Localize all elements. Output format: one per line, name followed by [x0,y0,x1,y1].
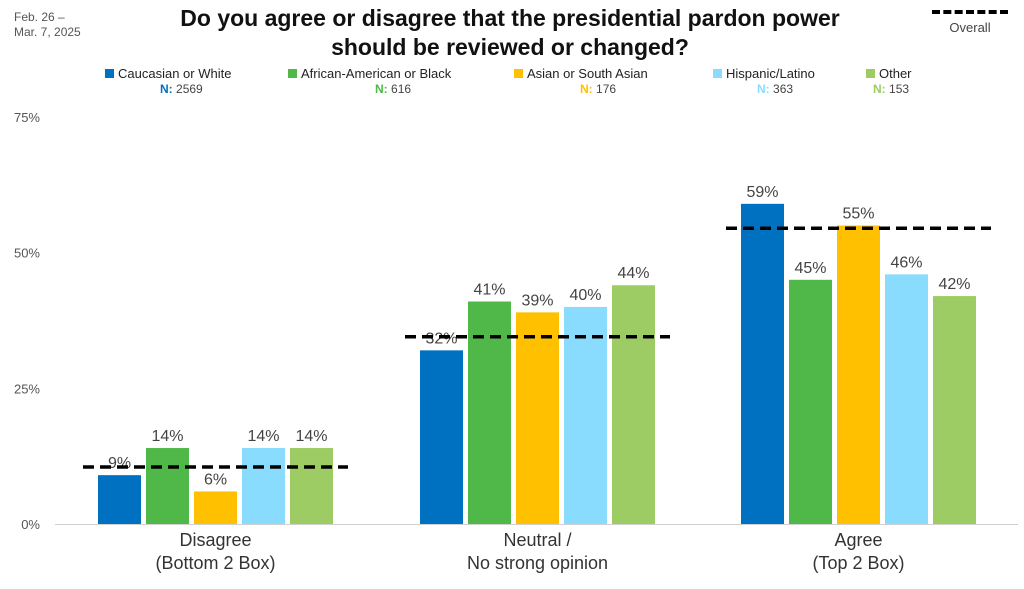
n-count-hispanic: N: 363 [757,82,793,96]
category-label: Disagree [179,530,251,550]
n-value-asian: 176 [596,82,617,96]
n-count-caucasian: N: 2569 [160,82,203,96]
bar-value-label: 55% [842,206,874,223]
n-prefix-asian: N: [580,82,593,96]
n-value-hispanic: 363 [773,82,794,96]
bar-value-label: 6% [204,471,227,488]
n-prefix-caucasian: N: [160,82,173,96]
category-label: (Bottom 2 Box) [155,553,275,573]
overall-dashed-line-swatch [932,10,1008,14]
legend-item-other: Other [866,66,912,81]
bar-value-label: 41% [473,282,505,299]
date-line-end: Mar. 7, 2025 [14,25,81,39]
legend-swatch-hispanic [713,69,722,78]
bar-value-label: 42% [938,276,970,293]
overall-legend-label: Overall [949,20,991,35]
n-value-african-american: 616 [391,82,412,96]
bar-value-label: 39% [521,292,553,309]
legend-label-caucasian: Caucasian or White [118,66,232,81]
bar-value-label: 59% [746,184,778,201]
bar-value-label: 40% [569,287,601,304]
n-value-caucasian: 2569 [176,82,203,96]
n-prefix-african-american: N: [375,82,388,96]
bar [242,448,285,524]
n-count-african-american: N: 616 [375,82,411,96]
bar [612,285,655,524]
bar [933,296,976,524]
bar [741,203,784,524]
legend-swatch-other [866,69,875,78]
category-label: Neutral / [503,530,571,550]
legend-swatch-african-american [288,69,297,78]
category-label: Agree [834,530,882,550]
bar [789,279,832,524]
bar [290,448,333,524]
chart-title-line-1: Do you agree or disagree that the presid… [180,5,840,31]
bar-value-label: 14% [247,428,279,445]
legend-swatch-asian [514,69,523,78]
legend-item-african-american: African-American or Black [288,66,451,81]
bar [837,225,880,525]
n-count-asian: N: 176 [580,82,616,96]
legend-swatch-caucasian [105,69,114,78]
bar [98,475,141,524]
legend-label-asian: Asian or South Asian [527,66,648,81]
y-tick-label: 25% [14,381,40,396]
bar [564,306,607,524]
bar [194,491,237,524]
legend-label-other: Other [879,66,912,81]
bar-value-label: 45% [794,260,826,277]
bar [885,274,928,524]
chart-title: Do you agree or disagree that the presid… [100,4,920,62]
bar-value-label: 46% [890,254,922,271]
bar-value-label: 44% [617,265,649,282]
y-tick-label: 0% [21,517,40,532]
legend: Caucasian or White African-American or B… [0,66,1024,98]
y-tick-label: 50% [14,246,40,261]
bar-value-label: 14% [151,428,183,445]
legend-label-african-american: African-American or Black [301,66,452,81]
date-line-start: Feb. 26 – [14,10,65,24]
bar-value-label: 9% [108,455,131,472]
legend-label-hispanic: Hispanic/Latino [726,66,815,81]
bar [420,350,463,524]
n-prefix-hispanic: N: [757,82,770,96]
bar-value-label: 14% [295,428,327,445]
n-value-other: 153 [889,82,910,96]
chart-title-line-2: should be reviewed or changed? [331,34,689,60]
legend-item-hispanic: Hispanic/Latino [713,66,815,81]
legend-item-asian: Asian or South Asian [514,66,648,81]
n-prefix-other: N: [873,82,886,96]
bar [516,312,559,524]
y-tick-label: 75% [14,110,40,125]
bar [146,448,189,524]
date-range: Feb. 26 – Mar. 7, 2025 [14,10,81,40]
category-label: (Top 2 Box) [812,553,904,573]
bar-value-label: 32% [425,330,457,347]
n-count-other: N: 153 [873,82,909,96]
bar [468,301,511,524]
legend-item-caucasian: Caucasian or White [105,66,231,81]
category-label: No strong opinion [467,553,608,573]
overall-legend: Overall [928,10,1012,35]
